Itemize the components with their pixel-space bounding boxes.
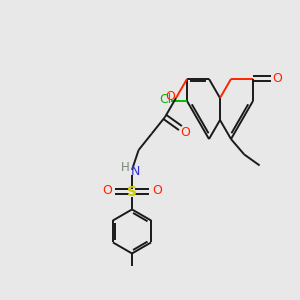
Text: O: O	[102, 184, 112, 197]
Text: O: O	[273, 72, 283, 86]
Text: O: O	[165, 89, 175, 103]
Text: S: S	[127, 185, 137, 199]
Text: H: H	[121, 161, 129, 174]
Text: O: O	[152, 184, 162, 197]
Text: N: N	[130, 165, 140, 178]
Text: O: O	[181, 126, 190, 139]
Text: Cl: Cl	[159, 93, 171, 106]
